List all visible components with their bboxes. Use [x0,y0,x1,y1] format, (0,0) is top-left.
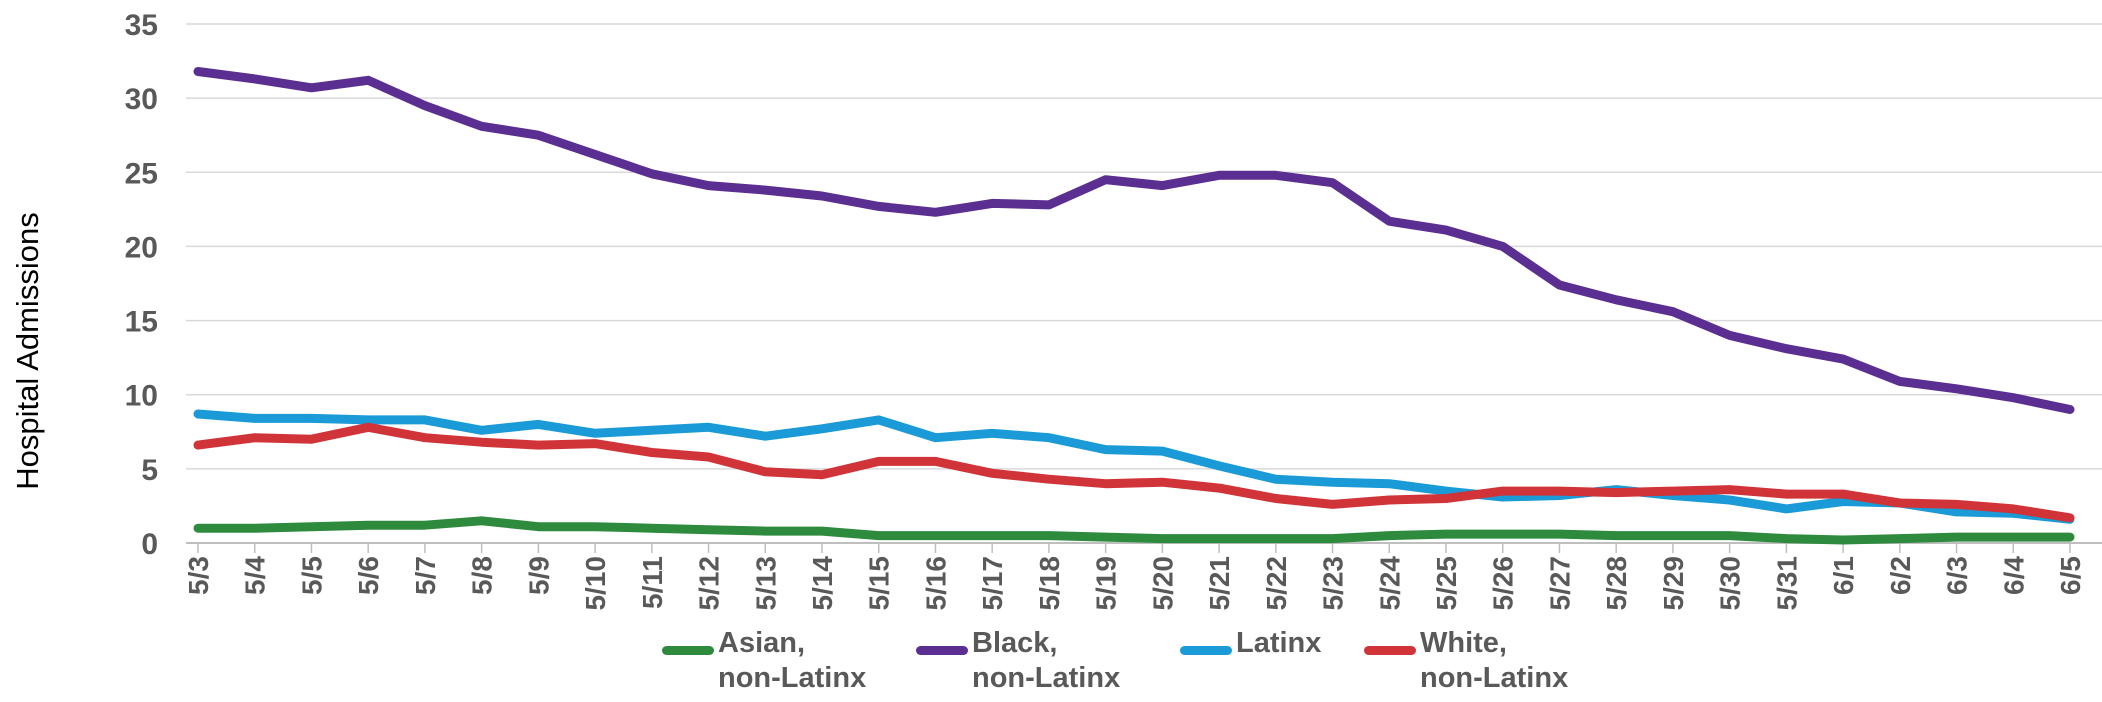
x-tick-label: 5/20 [1147,556,1178,611]
x-tick-label: 5/28 [1601,556,1632,611]
x-tick-label: 5/13 [750,556,781,611]
y-tick-label: 10 [125,380,158,413]
x-tick-label: 6/2 [1885,556,1916,595]
legend-swatch-white [1364,646,1416,655]
x-tick-label: 5/6 [353,556,384,595]
x-tick-label: 5/21 [1204,556,1235,611]
y-tick-label: 35 [125,9,158,42]
x-tick-label: 6/1 [1828,556,1859,595]
x-tick-label: 5/22 [1261,556,1292,611]
x-tick-label: 5/3 [183,556,214,595]
x-tick-label: 5/29 [1658,556,1689,611]
x-tick-label: 6/4 [1998,556,2029,595]
series-lines [193,67,2075,545]
x-tick-label: 5/11 [637,556,668,609]
x-tick-label: 5/15 [864,556,895,611]
legend-item-latinx: Latinx [1180,626,1321,661]
legend-swatch-asian [662,646,714,655]
x-tick-label: 5/23 [1318,556,1349,611]
series-line-white [193,422,2075,523]
legend-label-asian: Asian, non-Latinx [718,627,867,694]
x-tick-label: 5/16 [920,556,951,611]
x-tick-label: 5/10 [580,556,611,611]
x-tick-label: 5/31 [1771,556,1802,611]
x-tick-label: 6/3 [1942,556,1973,595]
x-tick-label: 5/30 [1715,556,1746,611]
x-tick-label: 5/25 [1431,556,1462,611]
legend-swatch-black [916,646,968,655]
y-tick-label: 5 [141,454,158,487]
series-line-black [193,67,2075,414]
x-tick-label: 5/9 [523,556,554,595]
y-tick-label: 20 [125,231,158,264]
x-tick-label: 5/4 [240,556,271,595]
x-tick-label: 5/8 [467,556,498,595]
series-line-latinx [193,409,2075,524]
legend-label-latinx: Latinx [1236,627,1322,659]
y-tick-label: 25 [125,157,158,190]
y-axis-title: Hospital Admissions [10,212,45,490]
x-tick-label: 5/14 [807,556,838,611]
x-tick-label: 5/27 [1544,556,1575,611]
y-tick-label: 15 [125,306,158,339]
y-tick-label: 0 [141,528,158,561]
x-tick-label: 5/26 [1488,556,1519,611]
x-tick-label: 5/17 [977,556,1008,611]
legend-swatch-latinx [1180,646,1232,655]
x-axis-ticks: 5/3 5/4 5/5 5/6 5/7 5/8 5/9 5/10 5/11 5/12 5/13 5/1… [183,543,2086,611]
legend-label-black: Black, non-Latinx [972,627,1121,694]
x-tick-label: 5/24 [1374,556,1405,611]
x-tick-label: 5/12 [694,556,725,611]
y-tick-label: 30 [125,83,158,116]
series-line-asian [193,516,2075,545]
y-axis-ticks: 0 5 10 15 20 25 30 35 [125,9,158,561]
x-tick-label: 5/5 [296,556,327,595]
x-tick-label: 5/18 [1034,556,1065,611]
x-tick-label: 5/7 [410,556,441,595]
legend-item-black: Black, non-Latinx [916,626,1120,696]
legend-item-white: White, non-Latinx [1364,626,1568,696]
x-tick-label: 6/5 [2055,556,2086,595]
gridlines [186,23,2102,544]
legend-label-white: White, non-Latinx [1420,627,1569,694]
legend: Asian, non-Latinx Black, non-Latinx Lati… [0,626,2102,702]
legend-item-asian: Asian, non-Latinx [662,626,866,696]
x-tick-label: 5/19 [1091,556,1122,611]
